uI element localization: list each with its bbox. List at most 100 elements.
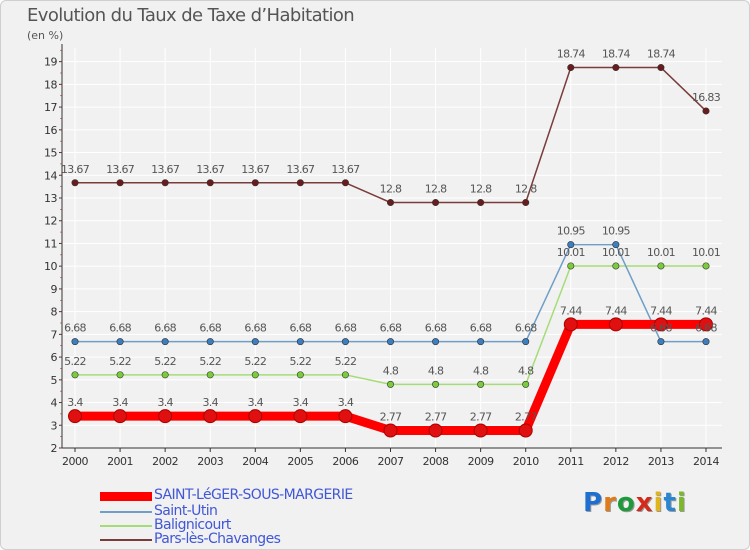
data-point: [657, 262, 665, 270]
x-tick-label: 2012: [603, 455, 629, 468]
data-label: 6.68: [335, 322, 357, 335]
y-tick-label: 6: [51, 351, 58, 364]
data-label: 3.4: [112, 396, 128, 409]
data-label: 7.44: [605, 304, 627, 317]
y-tick-label: 19: [44, 56, 57, 69]
data-label: 16.83: [692, 91, 721, 104]
data-label: 7.44: [695, 304, 717, 317]
data-label: 6.68: [290, 322, 312, 335]
data-point: [251, 371, 259, 379]
data-label: 6.68: [244, 322, 266, 335]
data-point: [522, 338, 530, 346]
legend-label: Saint-Utin: [154, 503, 218, 519]
data-label: 12.8: [470, 183, 492, 196]
data-point: [477, 199, 485, 207]
data-label: 4.8: [473, 364, 489, 377]
data-point: [522, 199, 530, 207]
data-label: 10.95: [602, 225, 631, 238]
data-label: 2.77: [515, 411, 537, 424]
data-point: [563, 317, 578, 332]
data-label: 5.22: [199, 355, 221, 368]
data-point: [71, 338, 79, 346]
data-label: 3.4: [338, 396, 354, 409]
data-point: [341, 338, 349, 346]
data-label: 3.4: [203, 396, 219, 409]
x-tick-label: 2001: [107, 455, 133, 468]
y-tick-label: 14: [44, 169, 57, 182]
data-point: [338, 409, 353, 424]
data-label: 13.67: [106, 163, 135, 176]
data-label: 13.67: [61, 163, 90, 176]
data-point: [477, 380, 485, 388]
data-point: [296, 179, 304, 187]
y-axis-unit: (en %): [27, 29, 64, 42]
logo-letter: i: [676, 488, 687, 518]
chart-title: Evolution du Taux de Taxe d’Habitation: [27, 5, 355, 26]
logo-letter: t: [663, 488, 677, 518]
data-point: [161, 371, 169, 379]
data-point: [518, 423, 533, 438]
data-label: 3.4: [67, 396, 83, 409]
data-label: 3.4: [248, 396, 264, 409]
data-label: 6.68: [650, 322, 672, 335]
data-point: [699, 317, 713, 332]
data-label: 6.68: [515, 322, 537, 335]
x-tick-label: 2014: [693, 455, 719, 468]
data-label: 18.74: [602, 48, 631, 61]
x-tick-label: 2011: [558, 455, 584, 468]
logo-letter: r: [603, 488, 617, 518]
data-label: 10.01: [602, 246, 630, 259]
y-tick-label: 18: [44, 78, 57, 91]
data-point: [386, 380, 394, 388]
data-point: [657, 338, 665, 346]
data-point: [386, 199, 394, 207]
x-tick-label: 2002: [152, 455, 178, 468]
data-point: [158, 409, 173, 424]
x-tick-label: 2008: [423, 455, 449, 468]
x-tick-label: 2004: [242, 455, 268, 468]
data-point: [296, 371, 304, 379]
x-tick-label: 2006: [332, 455, 358, 468]
data-point: [567, 64, 575, 72]
data-point: [68, 409, 82, 424]
data-point: [116, 179, 124, 187]
legend-label: Balignicourt: [154, 517, 231, 533]
data-point: [473, 423, 488, 438]
data-label: 6.68: [695, 322, 717, 335]
data-label: 3.4: [157, 396, 173, 409]
data-label: 18.74: [647, 48, 676, 61]
data-label: 4.8: [428, 364, 444, 377]
data-label: 5.22: [64, 355, 86, 368]
data-point: [612, 241, 620, 249]
data-label: 2.77: [425, 411, 447, 424]
data-point: [296, 338, 304, 346]
data-label: 10.01: [647, 246, 675, 259]
data-point: [567, 241, 575, 249]
data-label: 10.95: [557, 225, 586, 238]
data-label: 4.8: [383, 364, 399, 377]
data-label: 6.68: [199, 322, 221, 335]
logo-letter: o: [616, 488, 636, 518]
logo-letter: i: [653, 488, 664, 518]
data-point: [116, 338, 124, 346]
data-point: [206, 338, 214, 346]
x-tick-label: 2003: [197, 455, 223, 468]
x-tick-label: 2009: [468, 455, 494, 468]
y-tick-label: 8: [51, 306, 58, 319]
data-label: 5.22: [109, 355, 131, 368]
data-label: 12.8: [515, 183, 537, 196]
data-label: 5.22: [290, 355, 312, 368]
data-label: 4.8: [518, 364, 534, 377]
data-label: 10.01: [557, 246, 585, 259]
data-label: 6.68: [380, 322, 402, 335]
data-label: 6.68: [425, 322, 447, 335]
data-point: [161, 179, 169, 187]
legend-swatch: [100, 539, 152, 541]
data-label: 12.8: [380, 183, 402, 196]
data-point: [206, 371, 214, 379]
data-label: 6.68: [109, 322, 131, 335]
data-label: 12.8: [425, 183, 447, 196]
data-point: [71, 179, 79, 187]
